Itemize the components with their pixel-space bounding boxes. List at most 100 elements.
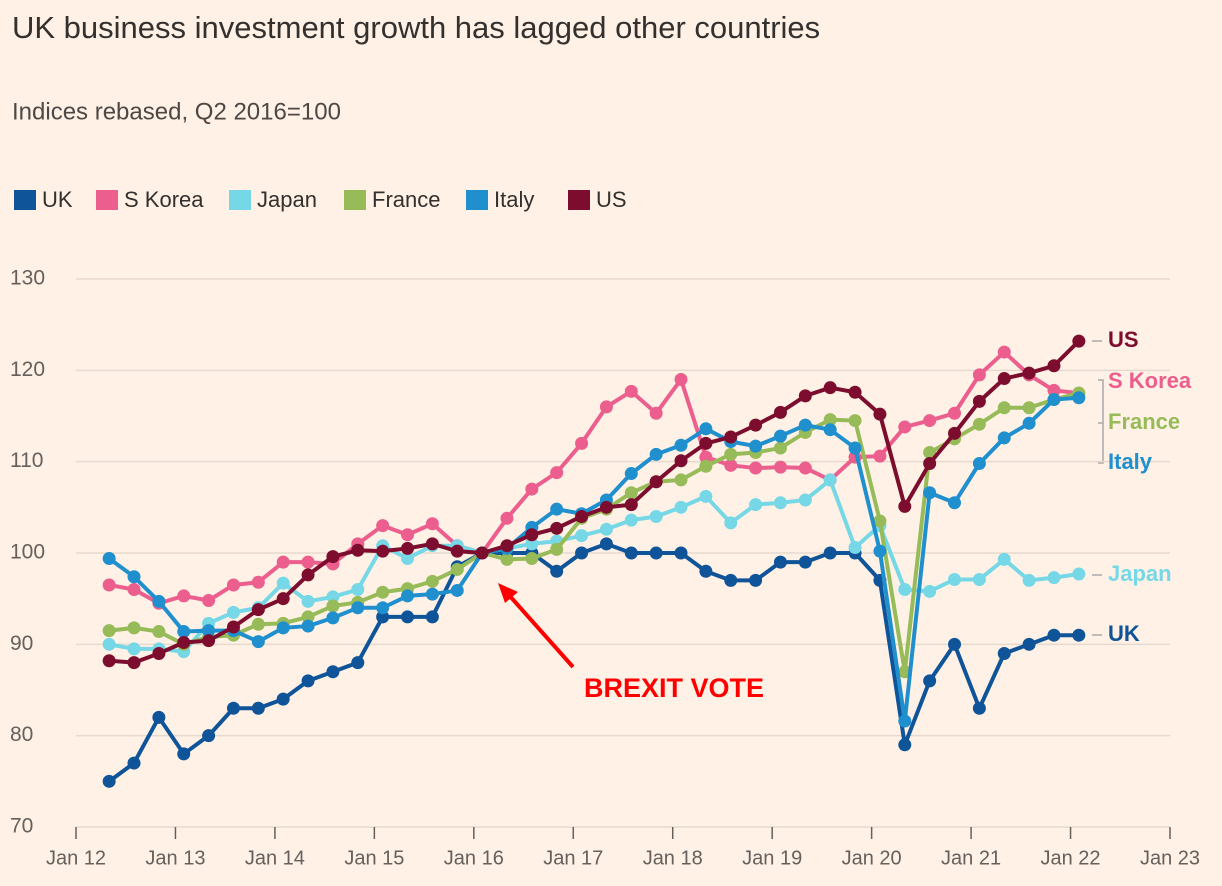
data-point [674,473,688,487]
data-point [251,635,265,649]
data-point [450,562,464,576]
data-point [226,701,240,715]
legend-label: France [372,187,440,212]
data-point [997,431,1011,445]
series-line [108,350,1080,606]
data-point [798,461,812,475]
series-line [107,541,1079,783]
data-point [376,585,390,599]
data-point [1047,571,1061,585]
data-point [177,636,191,650]
data-point [550,466,564,480]
data-point [1047,359,1061,373]
end-label: France [1108,409,1180,434]
data-point [152,710,166,724]
data-point [376,601,390,615]
data-point [923,486,937,500]
data-point [898,738,912,752]
data-point [326,611,340,625]
data-point [450,544,464,558]
data-point [550,521,564,535]
data-point [773,496,787,510]
data-point [127,621,141,635]
data-point [525,551,539,565]
data-point [301,619,315,633]
data-point [1022,637,1036,651]
data-point [724,430,738,444]
data-point [972,701,986,715]
data-point [773,441,787,455]
data-point [848,541,862,555]
data-point [624,486,638,500]
data-point [848,414,862,428]
data-point [699,450,713,464]
x-tick-label: Jan 15 [344,847,404,869]
data-point [202,624,216,638]
legend-swatch [96,190,118,210]
data-point [773,429,787,443]
data-point [525,528,539,542]
data-point [401,551,415,565]
data-point [301,555,315,569]
data-point [351,543,365,557]
data-point [177,625,191,639]
legend-label: Japan [257,187,317,212]
annotation-arrow [506,592,575,669]
data-point [376,519,390,533]
x-tick-label: Jan 13 [145,847,205,869]
data-point [599,537,613,551]
data-point [773,405,787,419]
y-tick-label: 120 [10,358,45,381]
data-point [997,552,1011,566]
data-point [177,589,191,603]
data-point [674,500,688,514]
data-point [599,500,613,514]
data-point [997,372,1011,386]
data-point [823,473,837,487]
data-point [699,436,713,450]
data-point [351,656,365,670]
data-point [699,459,713,473]
x-tick-label: Jan 19 [742,847,802,869]
data-point [923,674,937,688]
data-point [301,594,315,608]
data-point [1022,366,1036,380]
data-point [177,747,191,761]
data-point [649,475,663,489]
data-point [1047,393,1061,407]
data-point [823,546,837,560]
data-point [127,583,141,597]
data-point [624,467,638,481]
data-point [873,407,887,421]
data-point [724,458,738,472]
legend-swatch [344,190,366,210]
chart-subtitle: Indices rebased, Q2 2016=100 [12,98,341,125]
x-tick-label: Jan 18 [643,847,703,869]
data-point [898,499,912,513]
data-point [1047,628,1061,642]
x-tick-label: Jan 20 [842,847,902,869]
data-point [550,542,564,556]
data-point [301,610,315,624]
data-point [972,368,986,382]
legend-label: UK [42,187,73,212]
data-point [102,654,116,668]
data-point [500,539,514,553]
data-point [923,584,937,598]
data-point [649,447,663,461]
series-line [107,395,1079,724]
data-point [575,436,589,450]
legend-label: S Korea [124,187,204,212]
end-label: S Korea [1108,368,1192,393]
data-point [550,502,564,516]
data-point [923,456,937,470]
annotation-text: BREXIT VOTE [584,673,764,703]
data-point [376,544,390,558]
data-point [450,583,464,597]
data-point [475,546,489,560]
data-point [251,575,265,589]
data-point [202,593,216,607]
data-point [152,594,166,608]
data-point [599,522,613,536]
data-point [972,456,986,470]
